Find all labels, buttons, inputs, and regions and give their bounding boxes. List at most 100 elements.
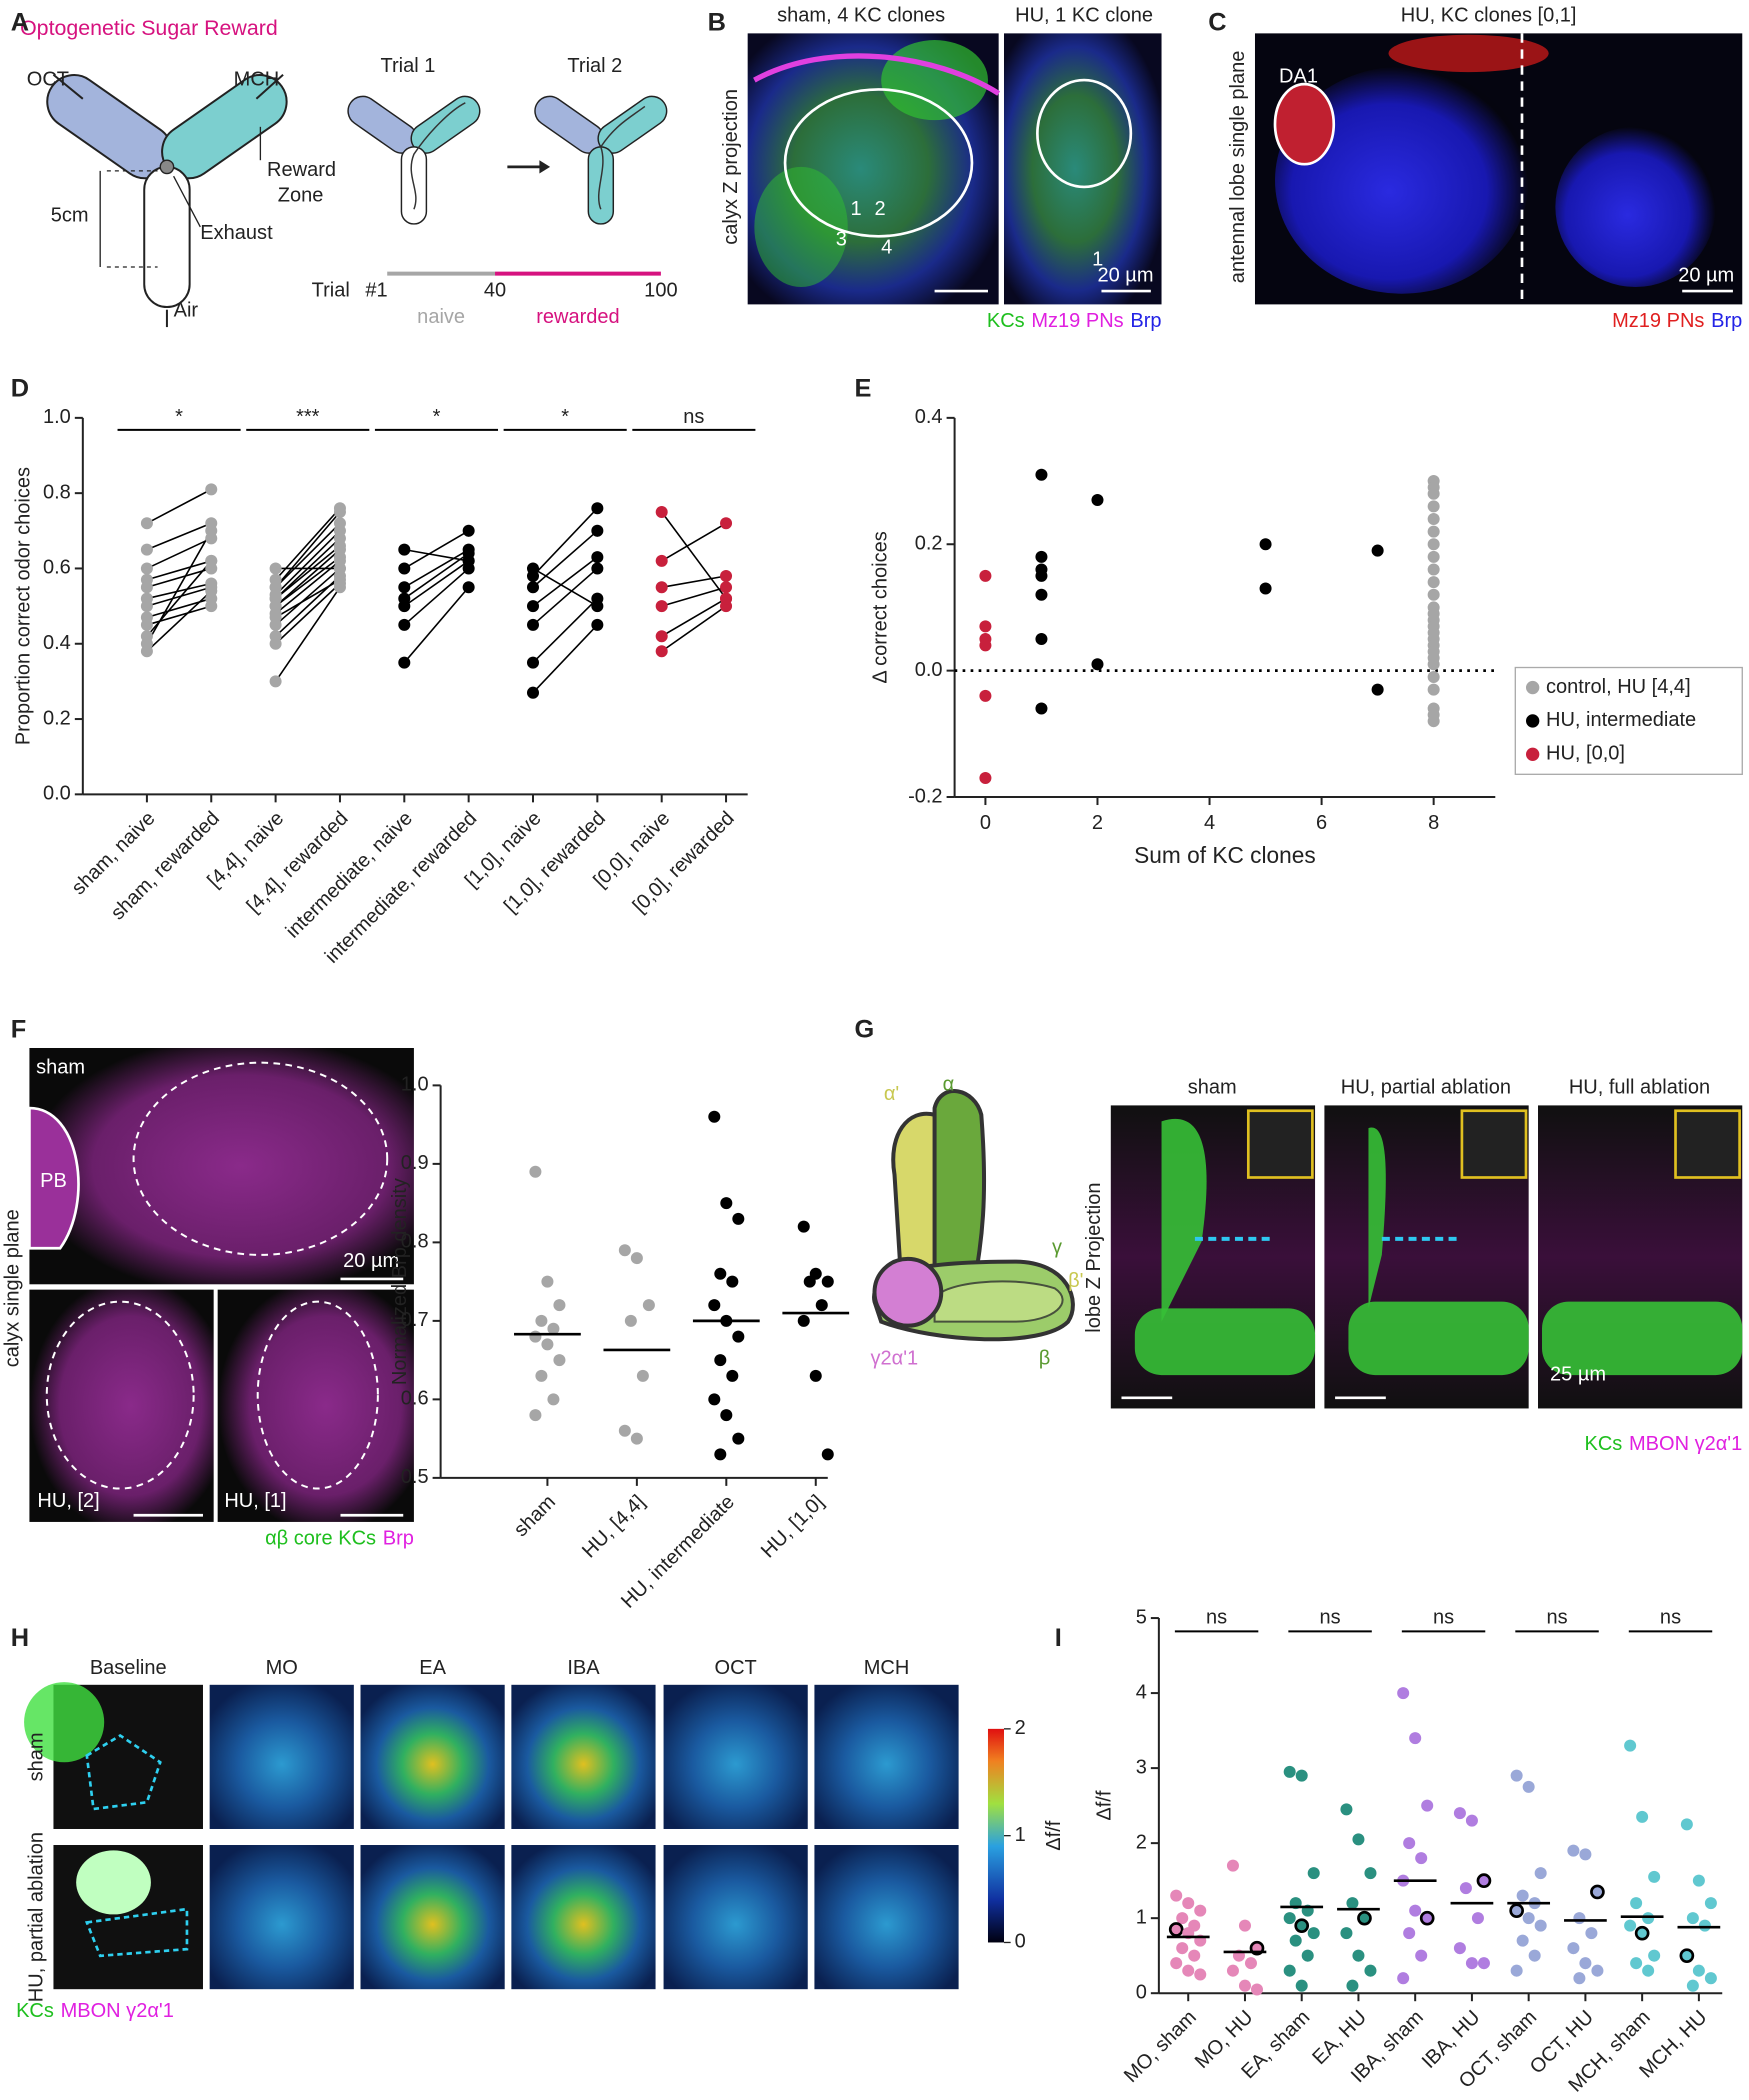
image-title: HU, partial ablation bbox=[1341, 1076, 1511, 1098]
point bbox=[1170, 1957, 1183, 1970]
point bbox=[526, 562, 540, 575]
lobe-label: β bbox=[1039, 1347, 1051, 1369]
x-tick-label: HU, [1,0] bbox=[757, 1491, 828, 1562]
point bbox=[1194, 1968, 1207, 1981]
panel-letter: H bbox=[11, 1624, 29, 1652]
x-tick-label: 4 bbox=[1204, 812, 1215, 834]
point bbox=[553, 1299, 566, 1312]
point bbox=[1259, 582, 1272, 595]
point bbox=[1295, 1769, 1308, 1782]
point bbox=[541, 1338, 554, 1351]
panel-letter: F bbox=[11, 1015, 26, 1043]
point bbox=[333, 573, 346, 586]
point bbox=[535, 1369, 548, 1382]
point bbox=[979, 772, 992, 785]
point bbox=[553, 1354, 566, 1367]
point bbox=[1035, 468, 1048, 481]
point bbox=[1352, 1949, 1365, 1962]
point bbox=[1091, 658, 1104, 671]
pair-line bbox=[146, 488, 212, 524]
point bbox=[1182, 1897, 1195, 1910]
point bbox=[529, 1409, 542, 1422]
point bbox=[1427, 550, 1440, 563]
point bbox=[269, 592, 282, 605]
pair-line bbox=[275, 560, 341, 615]
maze-label: Air bbox=[174, 299, 199, 321]
point bbox=[1516, 1934, 1529, 1947]
response-image bbox=[814, 1845, 959, 1990]
point bbox=[1371, 683, 1384, 696]
point bbox=[642, 1299, 655, 1312]
response-image bbox=[663, 1684, 808, 1829]
y-maze bbox=[46, 73, 288, 328]
y-tick-label: 0.9 bbox=[401, 1152, 429, 1174]
point bbox=[1624, 1919, 1637, 1932]
image-label: PB bbox=[40, 1170, 67, 1192]
point bbox=[720, 517, 733, 530]
point bbox=[1704, 1897, 1717, 1910]
point bbox=[398, 592, 411, 605]
pair-line bbox=[404, 548, 469, 562]
point bbox=[526, 600, 540, 613]
y-tick-label: 2 bbox=[1136, 1831, 1147, 1853]
point bbox=[1704, 1972, 1717, 1985]
pair-line bbox=[661, 575, 727, 589]
legend-entry: Mz19 PNs bbox=[1031, 310, 1123, 332]
pair-line bbox=[532, 507, 598, 577]
scale-label: 25 µm bbox=[1550, 1363, 1606, 1385]
point bbox=[547, 1393, 560, 1406]
point bbox=[140, 645, 153, 658]
lobe-label: β' bbox=[1068, 1270, 1083, 1292]
point bbox=[1170, 1889, 1183, 1902]
x-tick-label: 2 bbox=[1092, 812, 1103, 834]
pair-line bbox=[403, 560, 470, 607]
x-tick-label: MO, sham bbox=[1120, 2006, 1201, 2087]
point bbox=[398, 562, 411, 575]
scale-label: 20 µm bbox=[343, 1250, 399, 1272]
point bbox=[398, 656, 411, 669]
point bbox=[1340, 1803, 1353, 1816]
point bbox=[1427, 658, 1440, 671]
point bbox=[618, 1244, 631, 1257]
point bbox=[1346, 1897, 1359, 1910]
point bbox=[720, 1197, 733, 1210]
legend-entry: HU, [0,0] bbox=[1546, 743, 1625, 765]
pair-line bbox=[403, 586, 470, 664]
side-label: lobe Z Projection bbox=[1083, 1182, 1105, 1332]
pair-line bbox=[146, 597, 212, 619]
point bbox=[1244, 1957, 1257, 1970]
point bbox=[269, 562, 282, 575]
significance: * bbox=[561, 406, 569, 428]
point bbox=[624, 1314, 637, 1327]
point bbox=[1591, 1964, 1604, 1977]
lobe-diagram bbox=[872, 1089, 1075, 1342]
panel-letter: G bbox=[854, 1015, 874, 1043]
point bbox=[618, 1424, 631, 1437]
point bbox=[1510, 1769, 1523, 1782]
point bbox=[140, 562, 153, 575]
timeline-phase: rewarded bbox=[536, 306, 619, 328]
x-tick-label: 8 bbox=[1428, 812, 1439, 834]
point bbox=[797, 1314, 810, 1327]
lobe-label: α' bbox=[884, 1083, 899, 1105]
pair-line bbox=[403, 548, 470, 588]
significance: * bbox=[433, 406, 441, 428]
point bbox=[1534, 1867, 1547, 1880]
x-tick-label: HU, [4,4] bbox=[578, 1491, 649, 1562]
legend-entry: KCs bbox=[987, 310, 1025, 332]
point bbox=[1419, 1910, 1435, 1926]
point bbox=[526, 656, 540, 669]
point bbox=[1091, 494, 1104, 507]
point bbox=[541, 1275, 554, 1288]
point bbox=[655, 600, 668, 613]
pair-line bbox=[146, 560, 212, 637]
images-b bbox=[747, 33, 1162, 305]
timeline-tick: #1 bbox=[365, 279, 387, 301]
lobe-label: γ bbox=[1052, 1237, 1062, 1259]
y-tick-label: 0.8 bbox=[401, 1231, 429, 1253]
point bbox=[547, 1322, 560, 1335]
pair-line bbox=[532, 624, 598, 694]
colorbar-tick-label: 0 bbox=[1015, 1931, 1026, 1953]
point bbox=[1409, 1904, 1422, 1917]
